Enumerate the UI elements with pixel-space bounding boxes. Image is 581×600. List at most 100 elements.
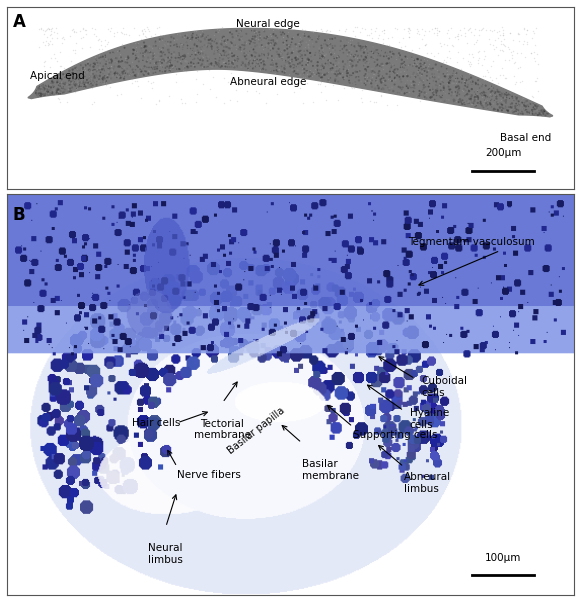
Point	[81, 82, 90, 92]
Point	[328, 34, 337, 44]
Point	[353, 41, 362, 50]
Point	[398, 59, 407, 68]
Point	[526, 48, 536, 58]
Point	[495, 45, 504, 55]
Point	[339, 43, 349, 52]
Point	[170, 47, 179, 57]
Point	[392, 100, 401, 109]
Point	[152, 59, 162, 68]
Text: Cuboidal
cells: Cuboidal cells	[421, 376, 467, 398]
Point	[51, 53, 60, 62]
Point	[71, 62, 81, 72]
Point	[320, 70, 329, 80]
Point	[464, 86, 474, 96]
Point	[77, 78, 87, 88]
Point	[31, 89, 41, 98]
Point	[415, 68, 425, 78]
Point	[398, 76, 407, 85]
Point	[533, 86, 542, 96]
Point	[46, 85, 55, 95]
Point	[174, 64, 184, 74]
Point	[174, 49, 183, 58]
Point	[125, 61, 134, 70]
Point	[85, 80, 94, 89]
Point	[242, 29, 251, 38]
Point	[52, 87, 61, 97]
Point	[381, 48, 390, 58]
Point	[493, 94, 502, 104]
Point	[486, 100, 495, 109]
Point	[192, 41, 202, 51]
Text: Supporting cells: Supporting cells	[353, 430, 437, 440]
Point	[279, 38, 288, 47]
Point	[371, 76, 381, 86]
Point	[341, 66, 350, 76]
Point	[385, 68, 394, 77]
Point	[421, 59, 430, 69]
Point	[389, 66, 398, 76]
Point	[342, 68, 352, 78]
Point	[225, 95, 235, 104]
Point	[196, 37, 205, 46]
Point	[321, 81, 330, 91]
Point	[138, 29, 148, 38]
Point	[149, 52, 159, 61]
Point	[90, 58, 99, 68]
Point	[95, 58, 105, 68]
Point	[357, 79, 367, 89]
Point	[528, 91, 537, 101]
Point	[141, 47, 150, 57]
Point	[512, 105, 521, 115]
Point	[503, 93, 512, 103]
Point	[84, 74, 94, 83]
Point	[40, 61, 49, 71]
Point	[340, 83, 349, 93]
Point	[365, 55, 374, 64]
Point	[307, 35, 317, 44]
Point	[85, 77, 94, 87]
Point	[98, 65, 107, 74]
Point	[279, 75, 288, 85]
Point	[204, 60, 213, 70]
Point	[197, 47, 206, 56]
Point	[318, 46, 327, 55]
Point	[472, 91, 482, 100]
Point	[451, 69, 460, 79]
Point	[137, 64, 146, 74]
Point	[245, 35, 254, 45]
Point	[245, 58, 254, 67]
Point	[474, 95, 483, 104]
Point	[56, 86, 65, 95]
Point	[498, 39, 508, 49]
Point	[305, 67, 314, 77]
Point	[392, 52, 401, 62]
Point	[522, 25, 531, 35]
Point	[137, 34, 146, 44]
Point	[493, 78, 503, 88]
Point	[532, 73, 541, 83]
Point	[379, 84, 388, 94]
Point	[300, 46, 309, 56]
Point	[87, 82, 96, 91]
Point	[261, 34, 271, 43]
Point	[432, 25, 442, 35]
Point	[305, 42, 314, 52]
Point	[448, 79, 457, 88]
Point	[449, 68, 458, 78]
Point	[480, 47, 489, 56]
Point	[337, 68, 346, 78]
Point	[141, 67, 150, 76]
Point	[434, 72, 443, 82]
Point	[440, 71, 450, 81]
Point	[511, 77, 521, 86]
Point	[317, 51, 327, 61]
Point	[151, 41, 160, 51]
Point	[296, 46, 305, 56]
Point	[326, 73, 335, 83]
Point	[332, 70, 342, 79]
Point	[76, 80, 85, 90]
Point	[176, 39, 185, 49]
Point	[40, 86, 49, 96]
Point	[266, 31, 275, 41]
Point	[324, 59, 333, 68]
